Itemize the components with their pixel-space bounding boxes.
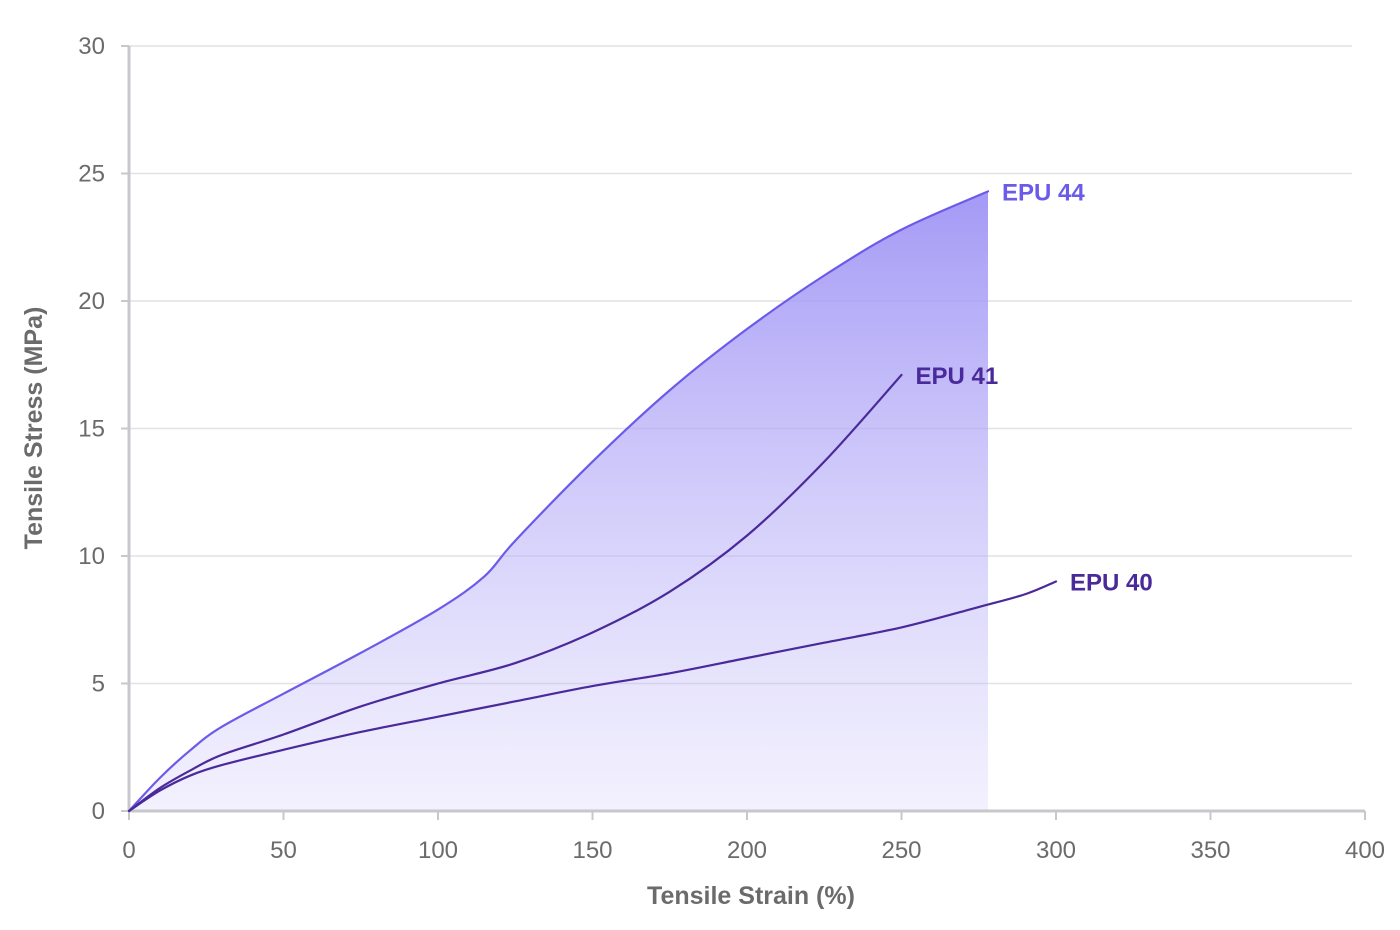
series-label-epu-41: EPU 41	[916, 363, 999, 390]
x-tick-label-150: 150	[572, 837, 612, 864]
x-tick-label-350: 350	[1190, 837, 1230, 864]
x-tick-label-0: 0	[122, 837, 135, 864]
series-lines	[127, 190, 1058, 813]
x-tick-label-300: 300	[1036, 837, 1076, 864]
y-tick-label-10: 10	[78, 543, 105, 570]
series-area-epu-44	[129, 191, 989, 812]
series-line-epu-40	[127, 580, 1058, 813]
x-tick-label-200: 200	[727, 837, 767, 864]
y-tick-label-30: 30	[78, 33, 105, 60]
axes	[121, 45, 1366, 820]
y-tick-label-0: 0	[92, 798, 105, 825]
series-line-epu-44	[127, 190, 990, 813]
y-axis-title: Tensile Stress (MPa)	[20, 307, 48, 550]
x-tick-label-400: 400	[1345, 837, 1385, 864]
x-tick-label-100: 100	[418, 837, 458, 864]
x-axis-title: Tensile Strain (%)	[647, 882, 855, 910]
series-areas	[129, 191, 989, 812]
y-tick-label-15: 15	[78, 416, 105, 443]
y-tick-label-5: 5	[92, 671, 105, 698]
series-label-epu-44: EPU 44	[1002, 179, 1085, 206]
y-tick-label-20: 20	[78, 288, 105, 315]
series-labels: EPU 44 EPU 41 EPU 40	[916, 179, 1153, 596]
y-tick-label-25: 25	[78, 161, 105, 188]
series-label-epu-40: EPU 40	[1070, 570, 1153, 597]
x-tick-label-250: 250	[881, 837, 921, 864]
series-line-epu-41	[127, 373, 903, 813]
x-tick-label-50: 50	[270, 837, 297, 864]
